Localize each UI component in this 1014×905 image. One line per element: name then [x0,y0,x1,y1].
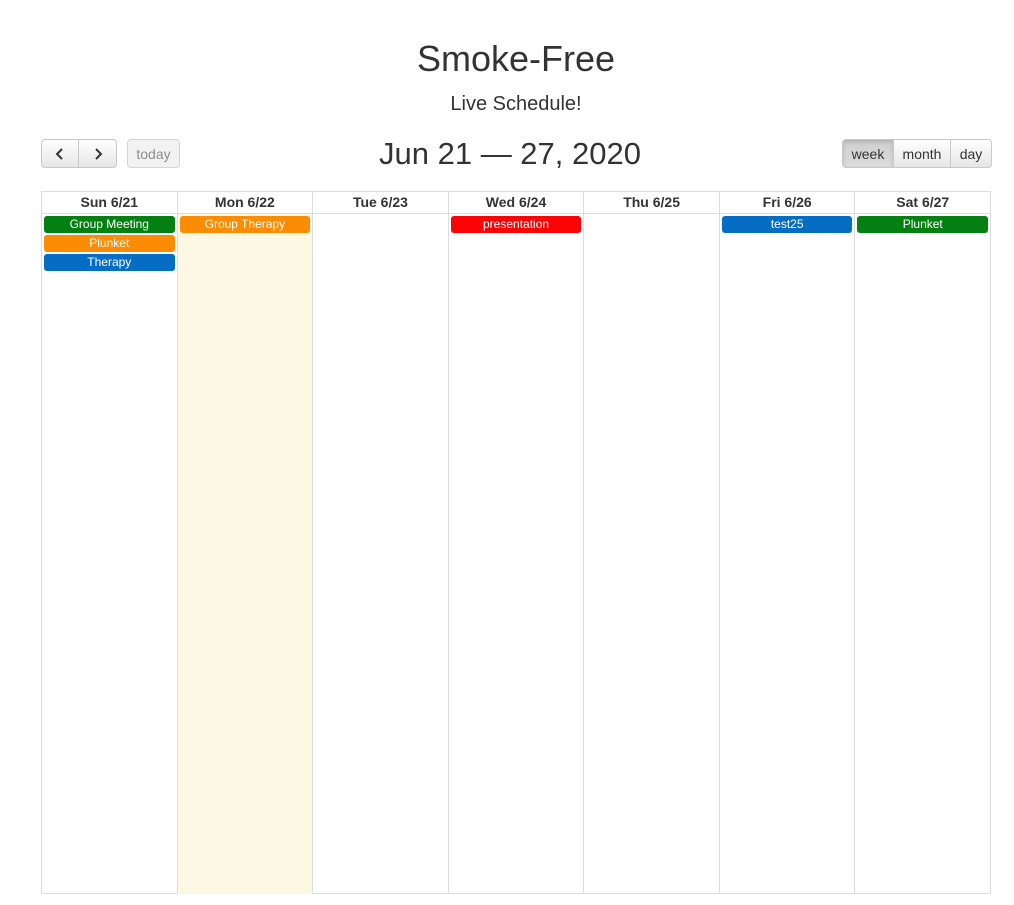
calendar-event[interactable]: Plunket [44,235,175,252]
day-view-button[interactable]: day [951,139,992,168]
day-header-fri: Fri 6/26 [720,192,856,213]
calendar-event[interactable]: Group Therapy [179,216,311,233]
week-view-button[interactable]: week [842,139,894,168]
date-range-title: Jun 21 — 27, 2020 [379,136,641,171]
next-button[interactable] [79,139,117,168]
nav-button-group [41,139,117,168]
chevron-left-icon [55,147,63,160]
day-header-sun: Sun 6/21 [42,192,178,213]
day-header-sat: Sat 6/27 [896,194,950,210]
day-column-sat[interactable]: Plunket [855,214,990,894]
day-header-mon: Mon 6/22 [178,192,314,213]
chevron-right-icon [94,147,102,160]
day-header-tue: Tue 6/23 [313,192,449,213]
day-header-thu: Thu 6/25 [584,192,720,213]
prev-button[interactable] [41,139,79,168]
calendar-event[interactable]: test25 [721,216,853,233]
calendar-body: Group Meeting Plunket Therapy Group Therapy… [42,214,990,894]
calendar-event[interactable]: presentation [450,216,582,233]
calendar-event[interactable]: Therapy [44,254,175,271]
today-button[interactable]: today [127,139,180,168]
page-title: Smoke-Free [416,38,616,79]
view-switcher: week month day [842,139,992,168]
day-column-thu[interactable] [584,214,720,894]
day-column-wed[interactable]: presentation [449,214,585,894]
day-column-sun[interactable]: Group Meeting Plunket Therapy [42,214,178,894]
page-subtitle: Live Schedule! [450,93,582,115]
calendar-event[interactable]: Group Meeting [44,216,175,233]
day-column-fri[interactable]: test25 [720,214,856,894]
day-column-mon[interactable]: Group Therapy [177,214,314,894]
day-column-tue[interactable] [313,214,449,894]
calendar-event[interactable]: Plunket [857,216,989,233]
month-view-button[interactable]: month [894,139,951,168]
week-calendar: Sun 6/21 Mon 6/22 Tue 6/23 Wed 6/24 Thu … [41,191,991,894]
day-header-wed: Wed 6/24 [449,192,585,213]
calendar-header-row: Sun 6/21 Mon 6/22 Tue 6/23 Wed 6/24 Thu … [42,192,990,214]
